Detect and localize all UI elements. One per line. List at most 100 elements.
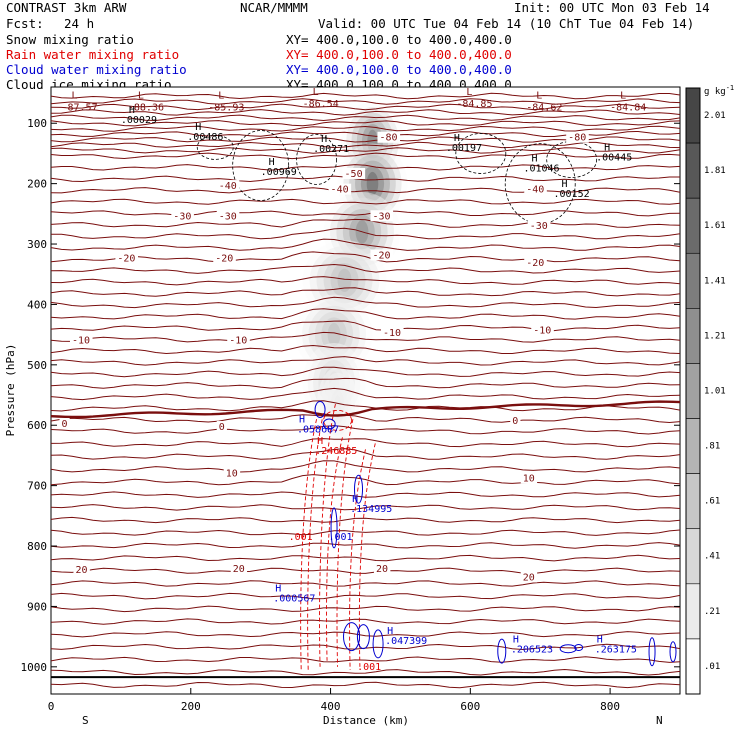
- snow-plume-cell: [308, 305, 360, 364]
- cloud-water-max-value: .058687: [297, 424, 339, 435]
- isotherm-line: [51, 198, 680, 205]
- extreme-marker: L: [138, 91, 144, 102]
- isotherm-line: [51, 164, 680, 171]
- isotherm-label: -20: [526, 258, 544, 269]
- extreme-value: -88.36: [128, 103, 164, 114]
- isotherm-label-bg: [531, 324, 554, 336]
- field-xsec-rain: XY= 400.0,100.0 to 400.0,400.0: [286, 47, 512, 62]
- extreme-value: -87.57: [61, 103, 97, 114]
- rain-contour: [307, 413, 325, 670]
- isotherm-line: [51, 567, 680, 575]
- isotherm-label-bg: [524, 256, 547, 268]
- isotherm-line: [51, 618, 680, 625]
- isotherm-line: [51, 141, 680, 149]
- isotherm-label: 20: [376, 564, 388, 575]
- isotherm-label: -80: [568, 133, 586, 144]
- isotherm-label: 0: [512, 416, 518, 427]
- isotherm-label: -10: [72, 336, 90, 347]
- colorbar-bin: [685, 197, 701, 254]
- cloud-water-max-marker: H: [275, 584, 281, 595]
- colorbar-bin: [685, 308, 701, 364]
- isotherm-line: [51, 218, 680, 228]
- ice-contour: [196, 134, 234, 160]
- ice-max-value: .00197: [446, 143, 482, 154]
- colorbar-unit: g kg-1: [704, 84, 734, 97]
- rain-contour: [326, 437, 343, 661]
- x-tick-label: 800: [600, 700, 620, 713]
- ice-max-marker: H: [531, 154, 537, 165]
- rain-max-marker: H: [317, 436, 323, 447]
- colorbar-label: 1.81: [704, 166, 726, 176]
- y-tick-label: 100: [27, 117, 47, 130]
- snow-plume-cell: [295, 294, 373, 375]
- valid-time: Valid: 00 UTC Tue 04 Feb 14 (10 ChT Tue …: [318, 16, 694, 31]
- isotherm-label-bg: [213, 252, 236, 264]
- ice-max-marker: H: [454, 133, 460, 144]
- extreme-value: -86.54: [303, 99, 339, 110]
- cloud-water-max-value: .263175: [595, 644, 637, 655]
- isotherm-label: -10: [383, 328, 401, 339]
- extreme-marker: L: [620, 91, 626, 102]
- isotherm-label-bg: [524, 183, 547, 195]
- isotherm-label-bg: [171, 210, 194, 222]
- isotherm-line: [51, 631, 680, 638]
- isotherm-label: -30: [372, 211, 390, 222]
- colorbar-label: 1.61: [704, 221, 726, 231]
- snow-plume-cell: [334, 395, 342, 419]
- cloud-water-contour: [574, 643, 584, 651]
- isotherm-line: [51, 187, 680, 194]
- ice-contour: [504, 143, 576, 225]
- isotherm-label-bg: [230, 562, 248, 574]
- isotherm-label-bg: [115, 252, 138, 264]
- cloud-water-max-marker: H: [597, 634, 603, 645]
- snow-plume-cell: [327, 322, 341, 347]
- isotherm-line: [51, 296, 680, 309]
- y-tick-label: 800: [27, 540, 47, 553]
- snow-plume-cell: [321, 317, 347, 352]
- colorbar-bin: [685, 473, 701, 530]
- cloud-water-contour: [322, 418, 336, 430]
- isotherm-line: [51, 681, 680, 689]
- isotherm-line: [51, 331, 680, 343]
- colorbar-label: .21: [704, 607, 720, 617]
- ice-max-marker: H: [321, 134, 327, 145]
- isotherm-label: -20: [372, 251, 390, 262]
- isotherm-label-bg: [510, 415, 521, 427]
- plot-area: -80 -80 -50 -40 -40 -40 -30 -30 -30 -30 -20 -20 -20 -…: [51, 87, 680, 689]
- isotherm-line: [51, 387, 680, 401]
- colorbar-bin: [685, 363, 701, 419]
- snow-plume-cell: [360, 166, 385, 201]
- snow-plume-cell: [302, 240, 387, 321]
- ice-contour: [232, 130, 290, 201]
- isotherm-line: [51, 474, 680, 486]
- isotherm-label: -20: [117, 254, 135, 265]
- contour-labels: -80 -80 -50 -40 -40 -40 -30 -30 -30 -30 -20 -20 -20 -…: [59, 87, 646, 673]
- ice-max-marker: H: [195, 122, 201, 133]
- isotherm-label-bg: [527, 219, 551, 231]
- isotherm-line: [51, 308, 680, 320]
- init-time: Init: 00 UTC Mon 03 Feb 14: [514, 0, 710, 15]
- plot-frame: [50, 86, 681, 695]
- cloud-water-contour: [354, 474, 364, 504]
- isotherm-line: [51, 320, 680, 332]
- colorbar-bin: [685, 638, 701, 695]
- cloud-water-contour: [497, 638, 507, 664]
- extreme-marker: L: [466, 87, 472, 98]
- snow-plume-cell: [346, 107, 399, 176]
- isotherm-label: 20: [523, 572, 535, 583]
- x-tick-label: 200: [181, 700, 201, 713]
- ice-max-value: .01046: [523, 164, 559, 175]
- temperature-isotherms: [51, 92, 680, 689]
- ice-max-marker: H: [604, 143, 610, 154]
- field-xsec-cloud-water: XY= 400.0,100.0 to 400.0,400.0: [286, 62, 512, 77]
- isotherm-line: [51, 425, 680, 435]
- snow-plume-cell: [323, 378, 352, 436]
- y-tick-label: 600: [27, 419, 47, 432]
- isotherm-label: -40: [219, 181, 237, 192]
- colorbar-bin: [685, 418, 701, 474]
- isotherm-label-bg: [216, 180, 240, 192]
- snow-plume-cell: [316, 251, 373, 309]
- isotherm-line: [51, 516, 680, 524]
